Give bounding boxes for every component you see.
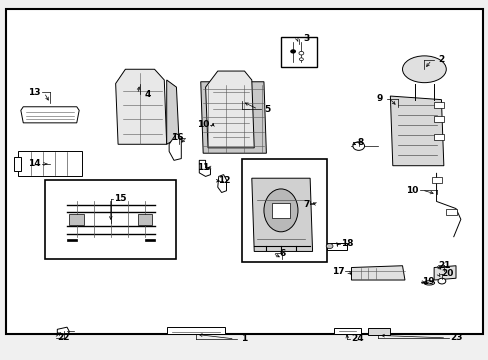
Bar [368, 328, 389, 336]
Bar [433, 134, 443, 140]
Bar [166, 327, 224, 334]
Polygon shape [205, 71, 254, 148]
Text: 14: 14 [28, 159, 41, 168]
Text: 8: 8 [356, 138, 363, 147]
Bar [334, 328, 361, 334]
Polygon shape [144, 239, 154, 241]
Polygon shape [389, 96, 443, 166]
Text: 11: 11 [197, 163, 209, 172]
Bar [433, 116, 443, 122]
Text: 5: 5 [264, 105, 270, 114]
Text: 13: 13 [28, 88, 41, 97]
Circle shape [289, 49, 295, 54]
Polygon shape [57, 327, 69, 334]
Text: 4: 4 [144, 90, 150, 99]
Bar [433, 102, 443, 108]
Text: 16: 16 [171, 133, 183, 142]
Ellipse shape [402, 56, 446, 83]
Text: 22: 22 [57, 333, 70, 342]
Bar [272, 203, 289, 217]
Bar [69, 214, 84, 225]
Text: 23: 23 [449, 333, 461, 342]
Polygon shape [166, 80, 179, 144]
Text: 21: 21 [438, 261, 450, 270]
Polygon shape [201, 82, 266, 153]
Circle shape [298, 51, 303, 55]
Text: 10: 10 [405, 185, 418, 194]
Text: 17: 17 [331, 267, 344, 276]
Bar [281, 37, 317, 67]
Bar [431, 177, 442, 183]
Bar [19, 152, 81, 176]
Text: 1: 1 [241, 334, 247, 343]
Circle shape [325, 244, 332, 249]
Text: 15: 15 [114, 194, 126, 203]
Text: 18: 18 [341, 239, 353, 248]
Polygon shape [433, 266, 455, 280]
Text: 12: 12 [217, 176, 230, 185]
Bar [242, 158, 326, 262]
Polygon shape [21, 107, 79, 123]
Text: 20: 20 [441, 269, 453, 278]
Polygon shape [67, 239, 77, 241]
Text: 19: 19 [421, 277, 434, 286]
Text: 2: 2 [437, 55, 444, 64]
Bar [446, 209, 456, 215]
Bar [302, 187, 314, 219]
Circle shape [352, 142, 364, 150]
Circle shape [299, 58, 303, 61]
Ellipse shape [264, 189, 297, 232]
Text: 24: 24 [350, 334, 363, 343]
Polygon shape [199, 160, 210, 176]
Text: 9: 9 [376, 94, 382, 103]
Polygon shape [169, 134, 181, 160]
Polygon shape [116, 69, 166, 144]
Circle shape [437, 278, 445, 284]
FancyBboxPatch shape [14, 157, 21, 171]
Text: 3: 3 [303, 35, 309, 44]
Text: 10: 10 [197, 120, 209, 129]
Polygon shape [351, 266, 404, 280]
Bar [45, 180, 176, 258]
Text: 6: 6 [279, 249, 285, 258]
Text: 7: 7 [303, 200, 309, 209]
Bar [137, 214, 152, 225]
Ellipse shape [423, 281, 434, 285]
Bar [326, 243, 346, 249]
Polygon shape [217, 175, 226, 193]
Polygon shape [251, 178, 312, 251]
